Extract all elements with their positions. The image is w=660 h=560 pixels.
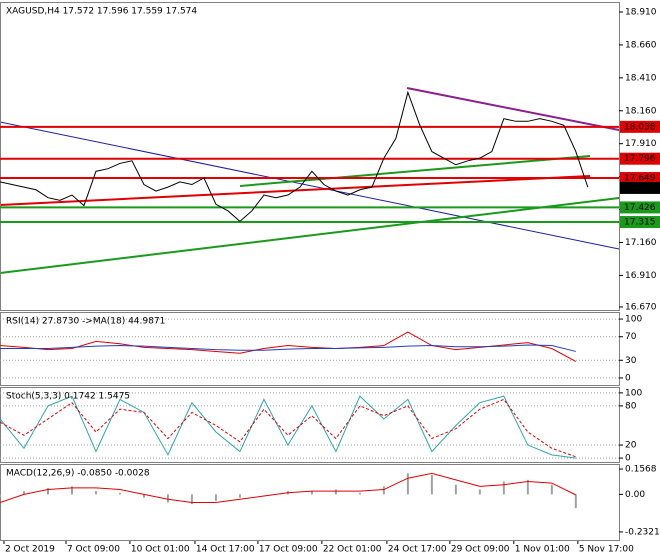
trend-line (0, 121, 620, 250)
x-tick-label: 17 Oct 09:00 (259, 545, 318, 555)
macd-bar (478, 489, 481, 495)
macd-bar (70, 486, 73, 495)
macd-bar (574, 494, 577, 509)
series-line (0, 90, 589, 223)
panel-frame (0, 2, 620, 311)
x-tick-label: 10 Oct 01:00 (131, 545, 190, 555)
level-label: 17.426 (624, 203, 656, 213)
series-line (0, 344, 576, 352)
level-label: 17.574 (624, 183, 656, 193)
panel-title: MACD(12,26,9) -0.0850 -0.0028 (6, 469, 150, 479)
y-tick-label: 0.00 (625, 490, 645, 500)
y-tick-label: 100 (625, 315, 642, 325)
macd-bar (214, 494, 217, 501)
trend-line (406, 87, 620, 131)
macd-bar (190, 494, 193, 505)
y-tick-label: 30 (625, 356, 637, 366)
macd-bar (142, 494, 145, 498)
macd-bar (334, 489, 337, 495)
macd-bar (358, 492, 361, 495)
level-label-box (620, 120, 660, 133)
y-tick-label: 18.160 (625, 106, 657, 116)
macd-bar (166, 494, 169, 503)
x-tick-label: 14 Oct 17:00 (196, 545, 255, 555)
macd-bar (502, 481, 505, 495)
level-label: 17.315 (624, 218, 656, 228)
y-tick-label: 18.660 (625, 40, 657, 50)
y-tick-label: 18.410 (625, 73, 657, 83)
x-tick-label: 24 Oct 17:00 (388, 545, 447, 555)
panel-frame (0, 387, 620, 463)
macd-bar (238, 494, 241, 498)
series-line (0, 395, 576, 459)
x-tick-label: 5 Nov 17:00 (579, 545, 634, 555)
y-tick-label: 100 (625, 388, 642, 398)
y-tick-label: -0.2321 (625, 527, 660, 537)
y-tick-label: 0.1568 (625, 465, 657, 475)
level-label-box (620, 216, 660, 229)
y-tick-label: 0 (625, 373, 631, 383)
level-label: 18.038 (624, 122, 656, 132)
series-line (0, 331, 577, 362)
y-tick-label: 20 (625, 441, 637, 451)
trend-line (0, 197, 620, 274)
panel-title: XAGUSD,H4 17.572 17.596 17.559 17.574 (6, 7, 197, 17)
level-label-box (620, 172, 660, 185)
macd-bar (0, 494, 1, 498)
x-tick-label: 2 Oct 2019 (5, 545, 55, 555)
y-tick-label: 70 (625, 332, 637, 342)
trend-line (239, 155, 591, 187)
macd-bar (310, 491, 313, 495)
macd-bar (382, 486, 385, 495)
signal-line (0, 472, 577, 503)
y-tick-label: 17.160 (625, 238, 657, 248)
x-tick-label: 1 Nov 01:00 (515, 545, 570, 555)
y-tick-label: 0 (625, 454, 631, 464)
macd-bar (118, 492, 121, 495)
panel-title: Stoch(5,3,3) 0.1742 1.5475 (6, 392, 130, 402)
y-tick-label: 16.910 (625, 271, 657, 281)
y-tick-label: 16.670 (625, 302, 657, 312)
x-tick-label: 29 Oct 09:00 (451, 545, 510, 555)
x-tick-label: 7 Oct 09:00 (67, 545, 120, 555)
panel-title: RSI(14) 27.8730 ->MA(18) 44.9871 (6, 317, 165, 327)
macd-bar (46, 487, 49, 495)
level-label: 17.796 (624, 154, 656, 164)
level-label-box (620, 201, 660, 214)
level-label-box (620, 152, 660, 165)
y-tick-label: 80 (625, 401, 637, 411)
macd-bar (94, 491, 97, 495)
y-tick-label: 17.910 (625, 139, 657, 149)
macd-bar (526, 479, 529, 495)
macd-bar (430, 474, 433, 495)
macd-bar (406, 473, 409, 495)
macd-bar (22, 491, 25, 495)
series-line (0, 398, 576, 458)
level-label-box (620, 181, 660, 194)
level-label: 17.649 (624, 174, 656, 184)
x-tick-label: 22 Oct 01:00 (323, 545, 382, 555)
macd-bar (550, 484, 553, 495)
y-tick-label: 18.910 (625, 8, 657, 18)
macd-bar (454, 484, 457, 495)
